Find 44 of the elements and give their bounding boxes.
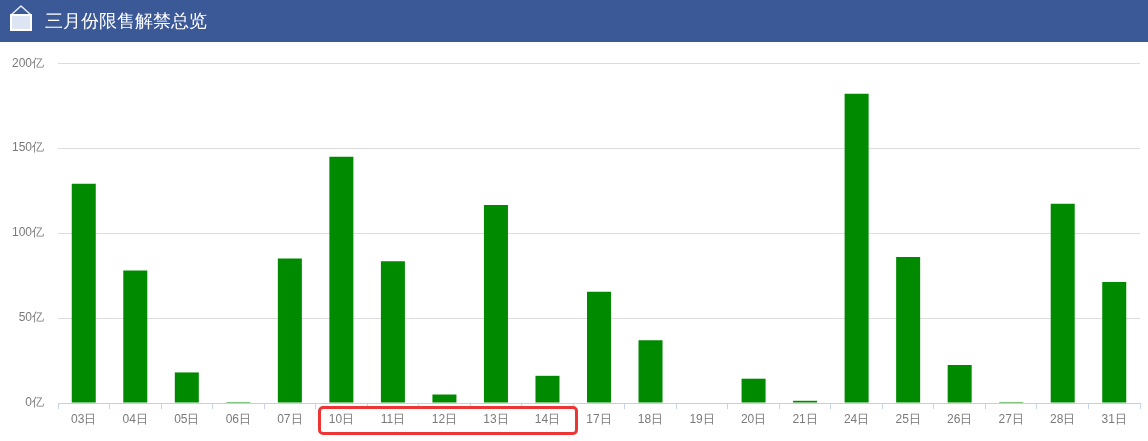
bar [71, 183, 96, 403]
x-tick-label: 05日 [174, 411, 200, 426]
x-tick-label: 20日 [740, 411, 767, 426]
bar [432, 394, 457, 403]
y-tick-label: 200亿 [11, 55, 44, 70]
bar [535, 375, 560, 403]
bar [638, 340, 663, 403]
x-tick-label: 21日 [792, 411, 818, 426]
x-tick-label: 14日 [534, 411, 561, 426]
bar [277, 258, 302, 403]
x-tick-label: 18日 [637, 411, 664, 426]
x-tick-label: 17日 [586, 411, 612, 426]
bar [896, 256, 921, 403]
bar [947, 364, 972, 403]
x-tick-label: 12日 [431, 411, 458, 426]
x-tick-label: 31日 [1101, 411, 1127, 426]
chart-title: 三月份限售解禁总览 [45, 10, 207, 33]
x-tick-label: 24日 [843, 411, 870, 426]
y-tick-label: 100亿 [11, 225, 44, 240]
y-tick-label: 0亿 [25, 395, 44, 410]
bar [329, 156, 354, 403]
bar [174, 372, 199, 403]
x-tick-label: 06日 [225, 411, 252, 426]
x-tick-label: 26日 [946, 411, 973, 426]
bar [123, 270, 148, 403]
x-tick-label: 28日 [1050, 411, 1076, 426]
bar [1102, 282, 1127, 403]
bar [844, 93, 869, 403]
bar [1050, 203, 1075, 403]
bar [483, 205, 508, 403]
x-tick-label: 11日 [380, 411, 406, 426]
bar [587, 291, 612, 403]
x-tick-label: 27日 [998, 411, 1024, 426]
x-tick-label: 03日 [71, 411, 97, 426]
x-tick-label: 13日 [483, 411, 509, 426]
x-tick-label: 25日 [895, 411, 921, 426]
x-tick-label: 04日 [122, 411, 148, 426]
y-tick-label: 50亿 [18, 310, 44, 325]
bar [380, 261, 405, 403]
bar [741, 378, 766, 403]
y-tick-label: 150亿 [11, 140, 44, 155]
x-tick-label: 10日 [328, 411, 355, 426]
x-tick-label: 07日 [277, 411, 303, 426]
x-tick-label: 19日 [689, 411, 715, 426]
